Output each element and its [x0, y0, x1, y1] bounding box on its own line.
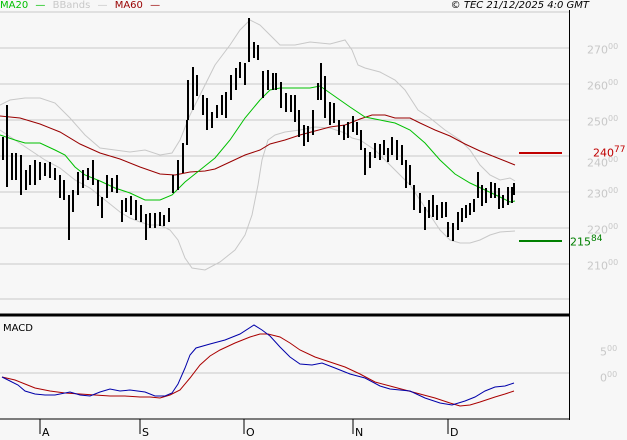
- price-tick-250: 25000: [587, 114, 619, 129]
- resistance-label: 24077: [593, 145, 626, 160]
- ohlc-bars: [2, 18, 515, 241]
- copyright-timestamp: © TEC 21/12/2025 4:0 GMT: [450, 0, 589, 11]
- legend-bbands: BBands —: [52, 0, 108, 11]
- macd-line: [1, 324, 515, 406]
- x-label-aug: A: [42, 426, 50, 439]
- x-label-dec: D: [450, 426, 459, 439]
- legend-ma20: MA20 —: [0, 0, 46, 11]
- price-tick-220: 22000: [587, 222, 619, 237]
- support-label: 21584: [570, 234, 603, 249]
- ma60-line: [0, 114, 516, 176]
- chart-legend: MA20 — BBands — MA60 —: [0, 0, 164, 12]
- price-tick-260: 26000: [587, 78, 619, 93]
- price-tick-270: 27000: [587, 42, 619, 57]
- macd-tick-0: 000: [600, 370, 618, 385]
- legend-ma60: MA60 —: [114, 0, 161, 11]
- price-gridlines: [0, 11, 569, 374]
- x-label-oct: O: [246, 426, 255, 439]
- price-tick-210: 21000: [587, 258, 619, 273]
- price-tick-240: 24000: [587, 155, 619, 170]
- ma20-line: [0, 85, 516, 203]
- x-label-sep: S: [142, 426, 149, 439]
- x-label-nov: N: [355, 426, 364, 439]
- x-axis-ticks: [39, 419, 449, 434]
- macd-tick-500: 500: [600, 344, 618, 359]
- macd-signal-line: [1, 333, 515, 407]
- macd-label: MACD: [3, 323, 33, 334]
- price-tick-230: 23000: [587, 186, 619, 201]
- bollinger-bands: [0, 19, 516, 271]
